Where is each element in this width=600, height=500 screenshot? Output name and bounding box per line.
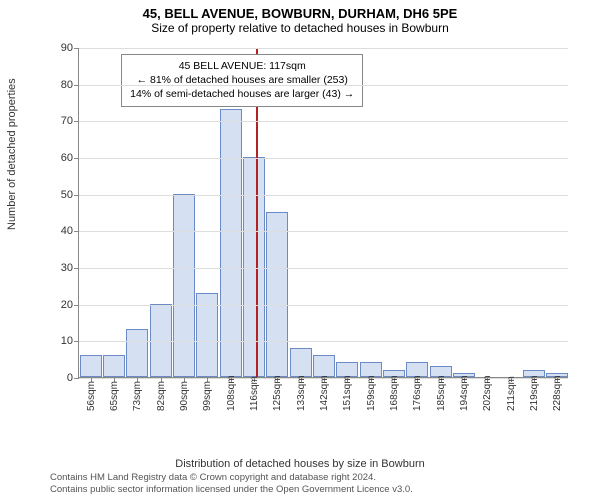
- callout-box: 45 BELL AVENUE: 117sqm ← 81% of detached…: [121, 54, 363, 107]
- x-tick-label: 99sqm: [202, 381, 213, 411]
- y-tick-label: 90: [61, 42, 79, 54]
- x-tick-label: 116sqm: [249, 376, 260, 411]
- x-tick-label: 73sqm: [132, 381, 143, 411]
- y-tick-label: 40: [61, 225, 79, 237]
- histogram-bar: [103, 355, 125, 377]
- y-tick-label: 50: [61, 189, 79, 201]
- x-tick-label: 194sqm: [459, 375, 470, 411]
- y-tick-label: 30: [61, 262, 79, 274]
- y-tick-label: 0: [67, 372, 79, 384]
- x-tick-label: 202sqm: [482, 375, 493, 411]
- histogram-bar: [220, 109, 242, 377]
- x-tick-label: 142sqm: [319, 375, 330, 411]
- y-tick-label: 10: [61, 335, 79, 347]
- x-tick-label: 219sqm: [529, 375, 540, 411]
- histogram-bar: [290, 348, 312, 377]
- y-tick-label: 80: [61, 79, 79, 91]
- x-tick-label: 168sqm: [389, 375, 400, 411]
- y-tick-label: 20: [61, 299, 79, 311]
- grid-line: [79, 195, 568, 196]
- histogram-bar: [313, 355, 335, 377]
- x-axis-label: Distribution of detached houses by size …: [0, 458, 600, 470]
- x-tick-label: 65sqm: [109, 381, 120, 411]
- x-tick-label: 133sqm: [296, 375, 307, 411]
- histogram-bar: [150, 304, 172, 377]
- x-tick-label: 185sqm: [436, 375, 447, 411]
- grid-line: [79, 85, 568, 86]
- x-tick-label: 56sqm: [86, 381, 97, 411]
- footer-attribution: Contains HM Land Registry data © Crown c…: [50, 472, 413, 496]
- grid-line: [79, 48, 568, 49]
- grid-line: [79, 121, 568, 122]
- x-tick-label: 159sqm: [366, 375, 377, 411]
- footer-line-2: Contains public sector information licen…: [50, 484, 413, 496]
- histogram-bar: [266, 212, 288, 377]
- grid-line: [79, 268, 568, 269]
- x-tick-label: 125sqm: [272, 375, 283, 411]
- x-tick-label: 82sqm: [156, 381, 167, 411]
- page-subtitle: Size of property relative to detached ho…: [0, 21, 600, 39]
- histogram-bar: [243, 157, 265, 377]
- x-tick-label: 108sqm: [226, 375, 237, 411]
- plot-area: 45 BELL AVENUE: 117sqm ← 81% of detached…: [78, 48, 568, 378]
- grid-line: [79, 341, 568, 342]
- y-axis-label: Number of detached properties: [6, 78, 18, 230]
- y-tick-label: 60: [61, 152, 79, 164]
- page-title: 45, BELL AVENUE, BOWBURN, DURHAM, DH6 5P…: [0, 0, 600, 21]
- footer-line-1: Contains HM Land Registry data © Crown c…: [50, 472, 413, 484]
- chart-area: 45 BELL AVENUE: 117sqm ← 81% of detached…: [50, 48, 580, 448]
- histogram-bar: [173, 194, 195, 377]
- callout-line-1: 45 BELL AVENUE: 117sqm: [130, 59, 354, 73]
- histogram-bar: [126, 329, 148, 377]
- grid-line: [79, 305, 568, 306]
- x-tick-label: 228sqm: [552, 375, 563, 411]
- callout-line-3: 14% of semi-detached houses are larger (…: [130, 87, 354, 101]
- x-tick-label: 211sqm: [506, 376, 517, 411]
- x-tick-label: 90sqm: [179, 381, 190, 411]
- x-tick-label: 176sqm: [412, 375, 423, 411]
- y-tick-label: 70: [61, 115, 79, 127]
- histogram-bar: [80, 355, 102, 377]
- grid-line: [79, 158, 568, 159]
- x-tick-label: 151sqm: [342, 375, 353, 411]
- grid-line: [79, 231, 568, 232]
